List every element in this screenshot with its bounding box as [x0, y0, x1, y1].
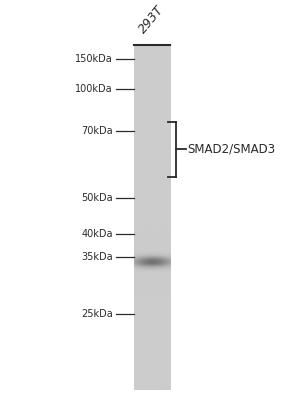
Text: 100kDa: 100kDa [75, 84, 113, 94]
Text: 70kDa: 70kDa [81, 126, 113, 136]
Text: 35kDa: 35kDa [81, 252, 113, 262]
Text: 25kDa: 25kDa [81, 309, 113, 319]
Text: 50kDa: 50kDa [81, 193, 113, 203]
Text: 40kDa: 40kDa [81, 229, 113, 239]
Text: SMAD2/SMAD3: SMAD2/SMAD3 [188, 143, 276, 156]
Text: 150kDa: 150kDa [75, 54, 113, 64]
Text: 293T: 293T [137, 3, 167, 36]
